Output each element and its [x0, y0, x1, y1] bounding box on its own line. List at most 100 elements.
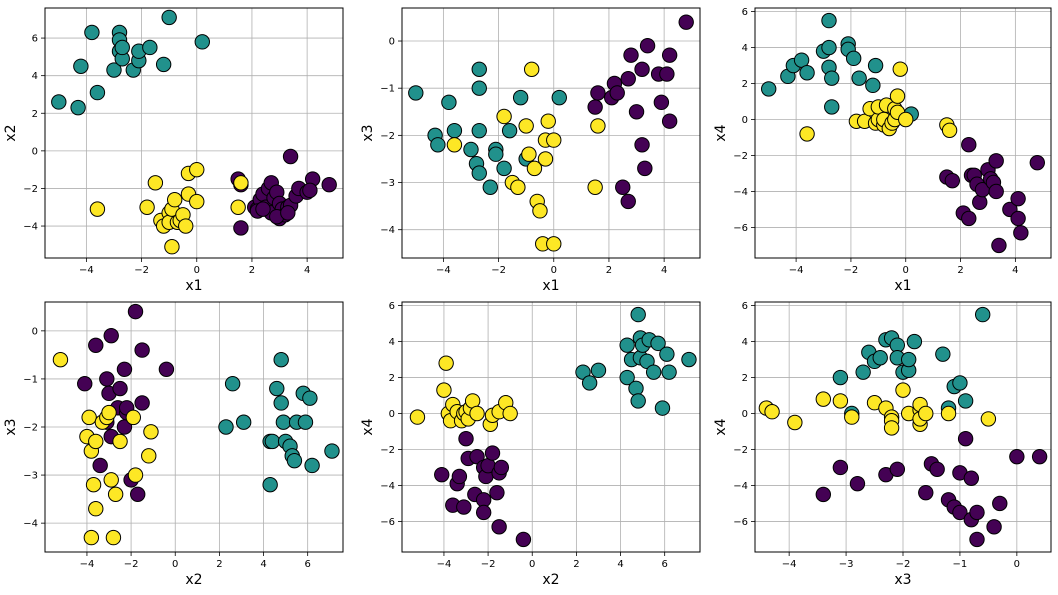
data-point	[275, 414, 292, 430]
x-tick-label: −4	[782, 559, 797, 570]
data-point	[821, 39, 837, 56]
data-point	[551, 89, 567, 106]
data-point	[961, 210, 977, 227]
y-tick-label: 4	[742, 43, 748, 54]
data-point	[1013, 225, 1029, 241]
data-point	[980, 411, 997, 427]
data-point	[935, 346, 951, 362]
y-tick-label: −6	[380, 517, 395, 528]
data-point	[986, 519, 1002, 535]
data-point	[441, 94, 457, 111]
panel-2: −4 −2 0 2 4 −4 −3 −2 −1 0 x1 x3	[360, 7, 701, 294]
data-point	[832, 459, 849, 476]
x-tick-label: 4	[661, 265, 667, 276]
data-point	[581, 375, 598, 391]
data-point	[70, 99, 86, 116]
data-point	[262, 476, 278, 493]
y-tick-label: −6	[733, 223, 748, 234]
data-point	[141, 448, 157, 464]
data-point	[619, 369, 635, 386]
data-point	[619, 337, 635, 353]
data-point	[867, 57, 884, 74]
data-point	[112, 380, 128, 397]
data-point	[659, 66, 675, 82]
data-point	[974, 306, 991, 323]
data-point	[408, 85, 424, 101]
data-point	[957, 393, 974, 409]
data-point	[434, 466, 450, 483]
data-point	[142, 39, 158, 56]
data-point	[546, 236, 562, 252]
data-point	[218, 419, 234, 435]
data-point	[409, 409, 426, 425]
data-point	[628, 380, 644, 397]
x-tick-label: −4	[437, 559, 452, 570]
data-point	[883, 420, 900, 436]
data-point	[130, 486, 146, 503]
data-point	[889, 88, 906, 104]
data-point	[471, 80, 487, 96]
data-point	[895, 382, 911, 398]
y-tick-label: −4	[733, 187, 748, 198]
x-tick-label: −2	[844, 265, 859, 276]
data-point	[523, 61, 540, 78]
x-tick-label: −2	[124, 559, 139, 570]
x-tick-label: −4	[789, 265, 804, 276]
x-tick-label: 4	[260, 559, 266, 570]
data-point	[475, 504, 492, 521]
data-point	[940, 405, 957, 422]
y-axis-label: x4	[360, 418, 376, 435]
data-point	[438, 355, 454, 371]
data-point	[502, 405, 518, 422]
data-point	[158, 361, 175, 378]
data-point	[1009, 448, 1025, 465]
data-point	[224, 376, 241, 392]
data-point	[88, 337, 104, 353]
data-point	[436, 382, 452, 398]
y-axis-label: x4	[713, 418, 729, 435]
data-point	[85, 476, 102, 493]
data-point	[630, 393, 646, 409]
data-point	[764, 404, 780, 420]
data-point	[637, 160, 653, 177]
data-point	[832, 369, 849, 386]
x-tick-label: −2	[134, 265, 149, 276]
data-point	[194, 34, 210, 50]
data-point	[114, 39, 130, 56]
y-tick-label: 0	[389, 37, 395, 48]
data-point	[645, 364, 662, 380]
data-point	[521, 146, 537, 162]
x-tick-label: −2	[491, 265, 506, 276]
data-point	[532, 203, 548, 219]
data-point	[587, 99, 603, 115]
data-point	[526, 160, 543, 177]
data-point	[302, 182, 318, 199]
data-point	[324, 443, 340, 459]
data-point	[88, 433, 104, 450]
data-point	[952, 504, 968, 521]
x-axis-label: x1	[894, 278, 911, 294]
data-point	[1010, 210, 1026, 227]
data-point	[988, 183, 1004, 200]
data-point	[952, 375, 968, 391]
data-point	[134, 342, 150, 358]
data-point	[659, 346, 675, 362]
data-point	[127, 303, 144, 320]
y-tick-label: −4	[23, 222, 38, 233]
data-point	[609, 85, 625, 101]
x-tick-label: 2	[573, 559, 579, 570]
data-point	[1029, 154, 1045, 171]
data-point	[855, 364, 871, 380]
data-point	[1010, 190, 1026, 207]
data-point	[89, 84, 106, 101]
data-point	[661, 47, 678, 63]
data-point	[590, 85, 606, 101]
x-axis-label: x2	[542, 572, 559, 588]
data-point	[189, 161, 205, 178]
x-tick-label: 0	[529, 559, 535, 570]
data-point	[654, 400, 671, 416]
data-point	[103, 472, 119, 488]
data-point	[898, 111, 914, 128]
y-tick-label: 0	[32, 326, 38, 337]
data-point	[255, 201, 271, 217]
